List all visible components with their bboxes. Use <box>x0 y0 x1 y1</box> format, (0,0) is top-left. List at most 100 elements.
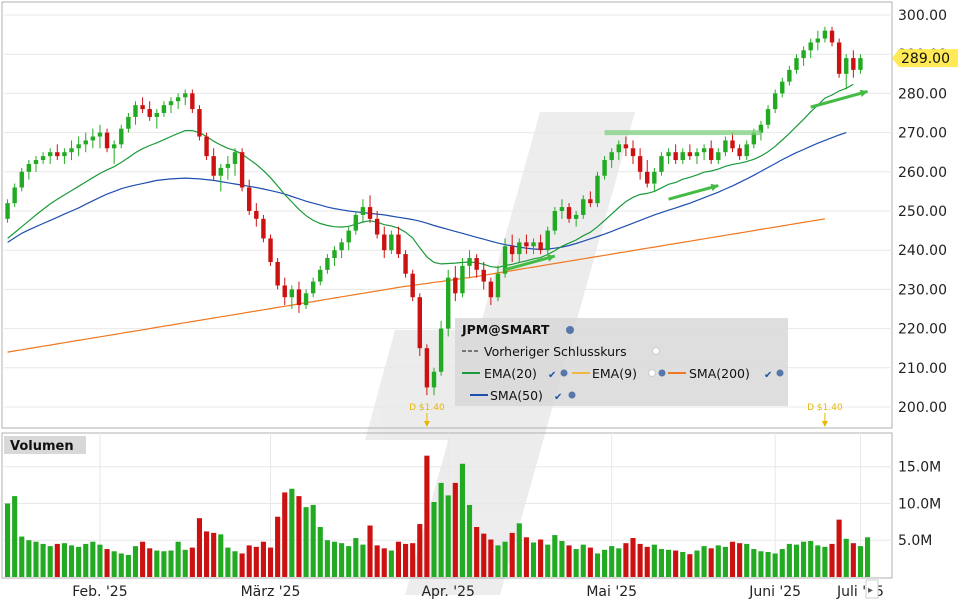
candlesticks[interactable] <box>5 26 863 396</box>
volume-bar[interactable] <box>232 551 238 577</box>
volume-bar[interactable] <box>289 488 295 577</box>
volume-bar[interactable] <box>495 545 501 577</box>
volume-bar[interactable] <box>346 546 352 577</box>
volume-bar[interactable] <box>850 543 856 577</box>
volume-bar[interactable] <box>481 533 487 577</box>
candle-body[interactable] <box>609 152 614 161</box>
legend-sma200-check-icon[interactable]: ✔ <box>764 370 772 381</box>
volume-bar[interactable] <box>538 539 544 578</box>
volume-bar[interactable] <box>729 541 736 577</box>
candle-body[interactable] <box>19 171 24 188</box>
volume-bar[interactable] <box>147 548 153 577</box>
candle-body[interactable] <box>808 42 813 51</box>
candle-body[interactable] <box>154 113 160 117</box>
volume-bar[interactable] <box>779 549 785 577</box>
candle-body[interactable] <box>310 281 316 294</box>
volume-bar[interactable] <box>68 545 75 577</box>
candle-body[interactable] <box>367 207 373 219</box>
legend-ema20-check-icon[interactable]: ✔ <box>548 370 556 381</box>
volume-bar[interactable] <box>772 553 778 577</box>
volume-bar[interactable] <box>211 532 217 577</box>
volume-bar[interactable] <box>353 538 359 577</box>
candle-body[interactable] <box>573 214 579 219</box>
candle-body[interactable] <box>673 152 678 161</box>
volume-bar[interactable] <box>189 547 195 577</box>
volume-bar[interactable] <box>417 524 423 577</box>
volume-bar[interactable] <box>701 546 707 577</box>
candle-body[interactable] <box>325 258 330 270</box>
candle-body[interactable] <box>403 254 408 274</box>
candle-body[interactable] <box>502 246 508 274</box>
volume-bar[interactable] <box>132 546 139 577</box>
candle-body[interactable] <box>275 261 280 286</box>
candle-body[interactable] <box>12 187 17 204</box>
candle-body[interactable] <box>382 234 387 251</box>
volume-bar[interactable] <box>61 543 67 577</box>
candle-body[interactable] <box>765 109 771 125</box>
volume-bar[interactable] <box>758 551 764 577</box>
volume-bar[interactable] <box>267 547 274 577</box>
candle-body[interactable] <box>303 293 309 306</box>
volume-bar[interactable] <box>424 455 430 577</box>
candle-body[interactable] <box>559 207 565 211</box>
candle-body[interactable] <box>289 289 295 298</box>
candle-body[interactable] <box>410 273 415 298</box>
candle-body[interactable] <box>566 207 572 219</box>
candle-body[interactable] <box>126 116 131 129</box>
candle-body[interactable] <box>204 136 209 157</box>
volume-bar[interactable] <box>815 545 821 577</box>
candle-body[interactable] <box>467 258 472 266</box>
candle-body[interactable] <box>829 30 835 43</box>
volume-bar[interactable] <box>140 541 146 577</box>
candle-body[interactable] <box>374 218 380 235</box>
volume-bars[interactable] <box>4 455 871 578</box>
candle-body[interactable] <box>538 242 543 251</box>
volume-bar[interactable] <box>317 527 323 577</box>
candle-body[interactable] <box>360 207 366 215</box>
volume-bar[interactable] <box>154 550 160 577</box>
volume-bar[interactable] <box>204 531 210 577</box>
volume-bar[interactable] <box>623 543 629 577</box>
volume-bar[interactable] <box>303 507 309 577</box>
volume-bar[interactable] <box>331 541 338 577</box>
volume-bar[interactable] <box>47 546 53 577</box>
volume-bar[interactable] <box>125 554 131 577</box>
candle-body[interactable] <box>97 132 103 137</box>
volume-bar[interactable] <box>260 541 266 577</box>
legend-sma200-settings-icon[interactable] <box>776 369 784 377</box>
volume-bar[interactable] <box>438 482 444 577</box>
candle-body[interactable] <box>147 109 152 117</box>
candle-body[interactable] <box>687 152 693 157</box>
chart-legend[interactable]: JPM@SMART Vorheriger Schlusskurs EMA(20)… <box>455 318 788 406</box>
candle-body[interactable] <box>716 152 721 161</box>
candle-body[interactable] <box>40 156 46 161</box>
candle-body[interactable] <box>630 148 636 157</box>
volume-bar[interactable] <box>857 546 864 577</box>
candle-body[interactable] <box>524 242 529 247</box>
volume-bar[interactable] <box>26 540 32 577</box>
candle-body[interactable] <box>602 160 607 176</box>
volume-bar[interactable] <box>182 549 188 577</box>
volume-bar[interactable] <box>54 543 60 577</box>
candle-body[interactable] <box>396 234 401 255</box>
candle-body[interactable] <box>595 175 600 204</box>
volume-bar[interactable] <box>175 541 181 577</box>
candle-body[interactable] <box>389 234 394 251</box>
candle-body[interactable] <box>104 132 110 149</box>
candle-body[interactable] <box>552 211 558 231</box>
candle-body[interactable] <box>353 214 359 231</box>
volume-bar[interactable] <box>658 549 664 577</box>
legend-sma50-settings-icon[interactable] <box>568 391 576 399</box>
scroll-right-control[interactable]: ▸ <box>865 579 879 599</box>
volume-bar[interactable] <box>502 541 508 577</box>
volume-bar[interactable] <box>296 496 302 577</box>
volume-bar[interactable] <box>374 545 380 577</box>
candle-body[interactable] <box>701 148 707 153</box>
volume-bar[interactable] <box>530 542 537 577</box>
candle-body[interactable] <box>758 124 764 133</box>
candle-body[interactable] <box>488 281 494 298</box>
volume-bar[interactable] <box>737 543 743 577</box>
volume-bar[interactable] <box>801 541 807 577</box>
candle-body[interactable] <box>495 273 501 298</box>
volume-bar[interactable] <box>104 549 110 577</box>
